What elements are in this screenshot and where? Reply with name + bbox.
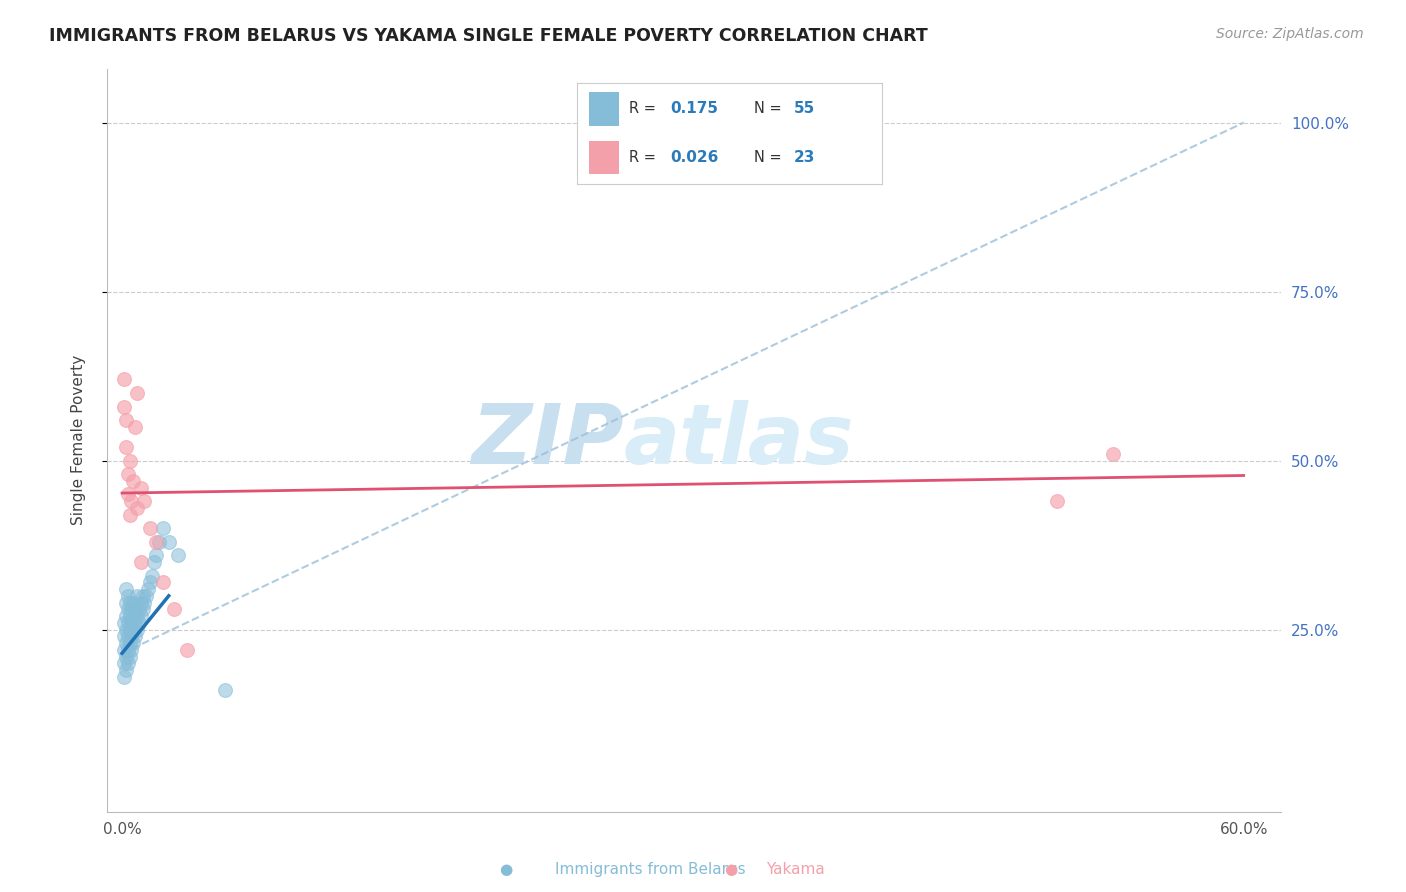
Point (112, 643, 135, 657)
Point (117, 615, 139, 630)
Point (135, 589, 157, 603)
Point (136, 582, 159, 596)
Point (112, 657, 135, 671)
Point (131, 589, 153, 603)
Point (122, 623, 145, 637)
Point (125, 500, 148, 515)
Point (157, 534, 180, 549)
Point (124, 615, 146, 630)
Point (118, 453, 141, 467)
Point (145, 534, 167, 549)
Point (117, 602, 139, 616)
Point (145, 548, 167, 562)
Point (120, 602, 142, 616)
Point (114, 440, 136, 454)
Point (117, 589, 139, 603)
Point (122, 636, 145, 650)
Point (114, 609, 136, 624)
Point (214, 683, 236, 698)
Point (114, 623, 136, 637)
Point (120, 494, 142, 508)
Text: Source: ZipAtlas.com: Source: ZipAtlas.com (1216, 27, 1364, 41)
Point (122, 474, 145, 488)
Point (129, 596, 152, 610)
Point (118, 636, 141, 650)
Point (112, 400, 135, 414)
Point (124, 629, 146, 643)
Point (125, 609, 148, 624)
Point (122, 596, 145, 610)
Text: ●: ● (724, 863, 738, 877)
Point (114, 636, 136, 650)
Point (134, 494, 156, 508)
Point (128, 602, 150, 616)
Point (118, 609, 141, 624)
Point (139, 575, 162, 590)
Point (112, 372, 135, 386)
Point (120, 643, 142, 657)
Point (142, 555, 165, 569)
Point (122, 609, 145, 624)
Point (131, 602, 153, 616)
Point (148, 534, 170, 549)
Point (118, 649, 141, 664)
Point (152, 521, 174, 535)
Point (176, 643, 198, 657)
Point (114, 582, 136, 596)
Point (125, 589, 148, 603)
Point (1101, 447, 1123, 461)
Point (1046, 494, 1069, 508)
Point (124, 419, 146, 434)
Point (117, 467, 139, 482)
Point (112, 629, 135, 643)
Text: ZIP: ZIP (471, 400, 624, 481)
Point (118, 623, 141, 637)
Point (117, 629, 139, 643)
Point (125, 623, 148, 637)
Text: atlas: atlas (624, 400, 855, 481)
Point (118, 596, 141, 610)
Point (117, 657, 139, 671)
Point (114, 663, 136, 677)
Point (124, 602, 146, 616)
Text: ●: ● (499, 863, 513, 877)
Point (128, 615, 150, 630)
Point (114, 649, 136, 664)
Point (120, 629, 142, 643)
Point (112, 615, 135, 630)
Point (152, 575, 174, 590)
Point (114, 596, 136, 610)
Point (129, 609, 152, 624)
Point (117, 487, 139, 501)
Point (141, 568, 163, 582)
Point (125, 386, 148, 401)
Point (114, 413, 136, 427)
Point (129, 555, 152, 569)
Point (129, 481, 152, 495)
Point (112, 670, 135, 684)
Text: Immigrants from Belarus: Immigrants from Belarus (555, 863, 747, 877)
Point (120, 615, 142, 630)
Text: Yakama: Yakama (766, 863, 825, 877)
Point (118, 508, 141, 522)
Point (117, 643, 139, 657)
Point (163, 602, 186, 616)
Text: IMMIGRANTS FROM BELARUS VS YAKAMA SINGLE FEMALE POVERTY CORRELATION CHART: IMMIGRANTS FROM BELARUS VS YAKAMA SINGLE… (49, 27, 928, 45)
Point (134, 596, 156, 610)
Point (139, 521, 162, 535)
Y-axis label: Single Female Poverty: Single Female Poverty (72, 355, 86, 525)
Point (167, 548, 190, 562)
